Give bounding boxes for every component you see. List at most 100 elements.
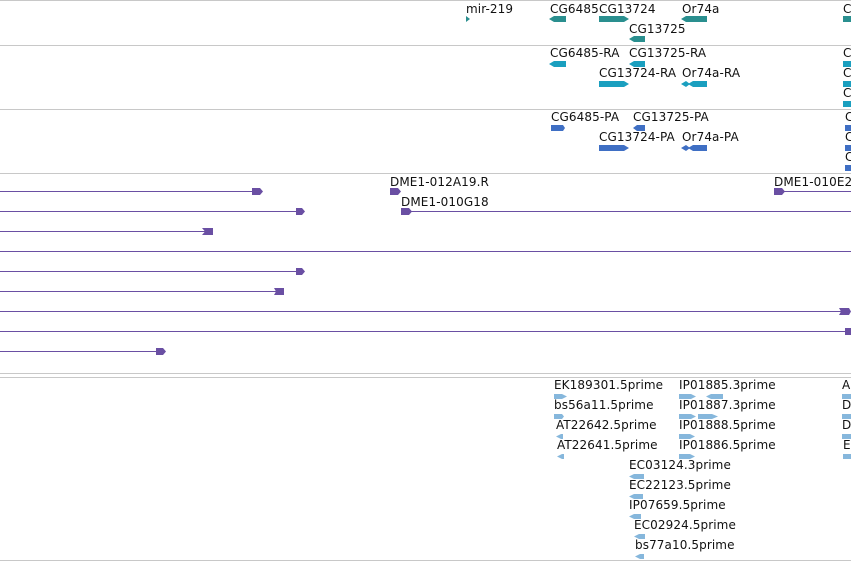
transcript-feature-cg13724-ra (599, 81, 629, 87)
gene-feature-cg13725 (629, 36, 645, 42)
gene-feature-mir-219 (466, 16, 470, 22)
gene-label[interactable]: CG13725 (629, 22, 686, 36)
est-feature (679, 414, 696, 419)
protein-feature-cg6485-pa (551, 125, 565, 131)
est-feature (635, 554, 644, 559)
protein-label[interactable]: C (845, 130, 851, 144)
clone-end-marker (296, 208, 305, 215)
clone-end-marker (845, 328, 851, 335)
est-feature (556, 434, 563, 439)
est-glyphs[interactable] (0, 377, 851, 561)
transcript-feature-edge (843, 61, 851, 67)
clone-end-marker (156, 348, 166, 355)
est-label[interactable]: D (842, 398, 851, 412)
est-feature (706, 394, 723, 399)
transcript-label[interactable]: CG13724-RA (599, 66, 677, 80)
est-label[interactable]: bs56a11.5prime (554, 398, 654, 412)
gene-feature-edge (843, 16, 851, 22)
est-label[interactable]: IP01888.5prime (679, 418, 776, 432)
clone-end-marker (296, 268, 305, 275)
track-separator (0, 373, 851, 374)
est-feature (842, 394, 851, 399)
gene-label[interactable]: C (843, 2, 851, 16)
est-label[interactable]: EK189301.5prime (554, 378, 664, 392)
est-label[interactable]: EC02924.5prime (634, 518, 736, 532)
est-feature (557, 454, 564, 459)
transcript-feature-edge (843, 81, 851, 87)
gene-label[interactable]: mir-219 (466, 2, 514, 16)
transcript-feature-cg13725-ra (629, 61, 645, 67)
transcript-label[interactable]: CG6485-RA (550, 46, 620, 60)
est-feature (842, 434, 851, 439)
clone-end-marker (401, 208, 412, 215)
protein-feature-edge (845, 165, 851, 171)
gene-feature-cg13724 (599, 16, 629, 22)
transcript-label[interactable]: C (843, 86, 851, 100)
protein-feature-or74a-pa-2 (688, 145, 707, 151)
protein-glyphs[interactable] (0, 109, 851, 173)
est-feature (679, 434, 695, 439)
est-feature (554, 394, 567, 399)
est-feature (629, 474, 644, 479)
est-label[interactable]: IP07659.5prime (629, 498, 726, 512)
est-label[interactable]: A (842, 378, 851, 392)
est-feature (679, 454, 695, 459)
transcript-feature-cg6485-ra (549, 61, 566, 67)
gene-label[interactable]: CG13724 (599, 2, 656, 16)
track-separator (0, 109, 851, 110)
transcript-label[interactable]: CG13725-RA (629, 46, 707, 60)
est-label[interactable]: D (842, 418, 851, 432)
transcript-label[interactable]: Or74a-RA (682, 66, 741, 80)
est-label[interactable]: IP01886.5prime (679, 438, 776, 452)
est-feature (634, 534, 645, 539)
est-label[interactable]: EC22123.5prime (629, 478, 731, 492)
est-label[interactable]: IP01887.3prime (679, 398, 776, 412)
est-feature (842, 414, 851, 419)
clone-glyphs[interactable] (0, 173, 851, 373)
transcript-feature-edge (843, 101, 851, 107)
est-feature (554, 414, 564, 419)
protein-feature-cg13724-pa (599, 145, 629, 151)
track-separator (0, 0, 851, 1)
est-label[interactable]: EC03124.3prime (629, 458, 731, 472)
est-label[interactable]: AT22641.5prime (557, 438, 658, 452)
protein-feature-or74a-pa (681, 145, 690, 151)
est-feature (843, 454, 851, 459)
clone-end-marker (274, 288, 284, 295)
protein-feature-edge (845, 125, 851, 131)
clone-end-marker (390, 188, 401, 195)
est-feature (679, 394, 696, 399)
track-separator (0, 173, 851, 174)
clone-label[interactable]: DME1-010E2 (774, 175, 851, 189)
est-label[interactable]: E (843, 438, 851, 452)
gene-label[interactable]: Or74a (682, 2, 720, 16)
protein-feature-cg13725-pa (633, 125, 645, 131)
protein-label[interactable]: CG6485-PA (551, 110, 620, 124)
clone-label[interactable]: DME1-010G18 (401, 195, 489, 209)
track-separator (0, 45, 851, 46)
protein-label[interactable]: Or74a-PA (682, 130, 739, 144)
protein-label[interactable]: CG13724-PA (599, 130, 675, 144)
gene-label[interactable]: CG6485 (550, 2, 599, 16)
clone-end-marker (839, 308, 851, 315)
protein-label[interactable]: CG13725-PA (633, 110, 709, 124)
transcript-feature-or74a-ra (681, 81, 690, 87)
transcript-label[interactable]: C (843, 46, 851, 60)
est-label[interactable]: IP01885.3prime (679, 378, 776, 392)
protein-feature-edge (845, 145, 851, 151)
clone-label[interactable]: DME1-012A19.R (390, 175, 489, 189)
transcript-glyphs[interactable] (0, 45, 851, 109)
transcript-label[interactable]: C (843, 66, 851, 80)
protein-label[interactable]: C (845, 110, 851, 124)
transcript-feature-or74a-ra-2 (688, 81, 707, 87)
gene-feature-cg6485 (549, 16, 566, 22)
gene-feature-or74a (681, 16, 707, 22)
protein-label[interactable]: C (845, 150, 851, 164)
est-feature (629, 514, 641, 519)
est-label[interactable]: bs77a10.5prime (635, 538, 735, 552)
est-feature (698, 414, 718, 419)
clone-end-marker (774, 188, 785, 195)
est-label[interactable]: AT22642.5prime (556, 418, 657, 432)
gene-glyphs[interactable] (0, 0, 851, 45)
